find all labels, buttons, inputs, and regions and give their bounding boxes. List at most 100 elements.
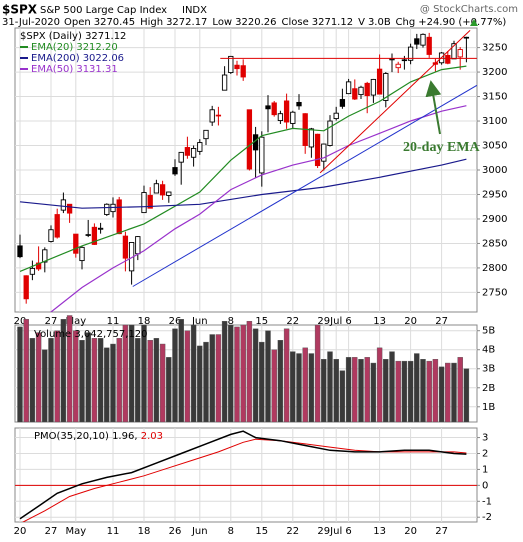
volume-layer: 1B 2B 3B 4B 5B [15, 315, 495, 423]
candle-body [333, 112, 339, 120]
candle-body [153, 183, 160, 194]
x-tick-label: 27 [45, 526, 58, 537]
volume-bar [401, 360, 408, 423]
quote-label: V [358, 17, 365, 28]
quote-value: 3220.26 [235, 17, 276, 28]
volume-bar [66, 315, 73, 423]
plot-area [15, 430, 477, 522]
volume-bar [457, 357, 463, 423]
x-tick-label: 22 [286, 526, 299, 537]
volume-bar [42, 349, 48, 423]
volume-bar [370, 362, 377, 423]
x-tick-label: Jul [329, 316, 342, 327]
candle-body [290, 111, 296, 124]
volume-label: Volume 3,042,757,120 [34, 329, 148, 340]
y-tick-label: 0 [482, 480, 488, 491]
candle-body [190, 148, 197, 158]
candle-body [197, 142, 203, 152]
volume-bar [252, 328, 259, 423]
volume-bar [376, 347, 383, 423]
up-arrow [470, 19, 478, 26]
x-tick-label: 20 [404, 526, 417, 537]
volume-bar [221, 320, 228, 423]
volume-bar [345, 357, 352, 423]
source: @ StockCharts.com [420, 4, 518, 15]
candle-body [271, 102, 277, 116]
legend-entry: EMA(200) 3022.06 [31, 53, 124, 64]
candle-body [97, 227, 104, 230]
volume-bar [438, 366, 445, 423]
candle-body [259, 136, 265, 174]
volume-bar [116, 338, 122, 423]
candle-body [203, 129, 209, 140]
candle-body [23, 275, 29, 300]
candle-body [228, 55, 234, 74]
volume-bar [228, 324, 234, 423]
x-tick-label: 27 [435, 316, 448, 327]
legend-name: EMA(50) [31, 64, 73, 75]
candle-body [48, 229, 54, 242]
x-tick-label: 18 [138, 316, 151, 327]
y-tick-label: 3100 [482, 116, 507, 127]
annotation: 20-day EMA [403, 140, 481, 155]
volume-bar [271, 349, 277, 423]
candle-body [29, 267, 36, 275]
legend-value: 3131.31 [76, 64, 117, 75]
x-tick-label: 20 [14, 316, 27, 327]
y-tick-label: 3B [482, 364, 495, 375]
volume-bar [203, 341, 209, 423]
candle-body [352, 88, 358, 100]
volume-bar [240, 324, 246, 423]
volume-bar [389, 351, 395, 423]
volume-bar [128, 324, 135, 423]
quote-label: High [140, 17, 163, 28]
volume-bar [122, 324, 129, 423]
candle-body [395, 63, 401, 69]
x-tick-label: 6 [345, 526, 351, 537]
legend-name: EMA(20) [31, 42, 73, 53]
candle-body [135, 236, 141, 255]
volume-bar [178, 319, 184, 423]
pmo-last: 1.96, [112, 431, 137, 442]
x-tick-label: 20 [14, 526, 27, 537]
volume-bar [215, 334, 222, 423]
candle-body [389, 58, 395, 61]
candle-body [345, 81, 352, 95]
candle-body [420, 33, 426, 46]
candle-body [54, 214, 60, 238]
y-tick-label: 2900 [482, 214, 507, 225]
candle-body [308, 128, 315, 148]
x-tick-label: May [65, 526, 86, 537]
volume-bar [85, 332, 91, 423]
y-tick-label: 2800 [482, 263, 507, 274]
trendline [132, 84, 477, 287]
volume-bar [290, 351, 296, 423]
volume-bar [407, 360, 414, 423]
candle-body [172, 167, 178, 175]
y-tick-label: 2850 [482, 238, 507, 249]
y-tick-label: -2 [482, 512, 492, 523]
price-label: $SPX (Daily) 3271.12 [20, 31, 126, 42]
volume-bar [234, 326, 240, 423]
volume-bar [197, 345, 203, 423]
x-tick-label: Jun [191, 526, 208, 537]
x-tick-label: 29 [317, 316, 330, 327]
volume-bar [277, 340, 284, 423]
candle-body [445, 54, 451, 64]
candle-body [85, 234, 91, 236]
candle-body [184, 147, 191, 156]
x-tick-label: 26 [169, 316, 182, 327]
plot-area [17, 315, 470, 423]
ema-line [19, 65, 467, 272]
y-tick-label: 2 [482, 448, 488, 459]
y-tick-label: 2B [482, 383, 495, 394]
volume-bar [172, 328, 178, 423]
x-tick-label: 8 [228, 526, 234, 537]
candle-body [358, 86, 364, 96]
volume-bar [48, 338, 54, 423]
volume-bar [259, 341, 265, 423]
volume-bar [358, 359, 364, 423]
y-tick-label: -1 [482, 496, 492, 507]
candle-body [339, 99, 346, 107]
candle-body [265, 105, 271, 110]
